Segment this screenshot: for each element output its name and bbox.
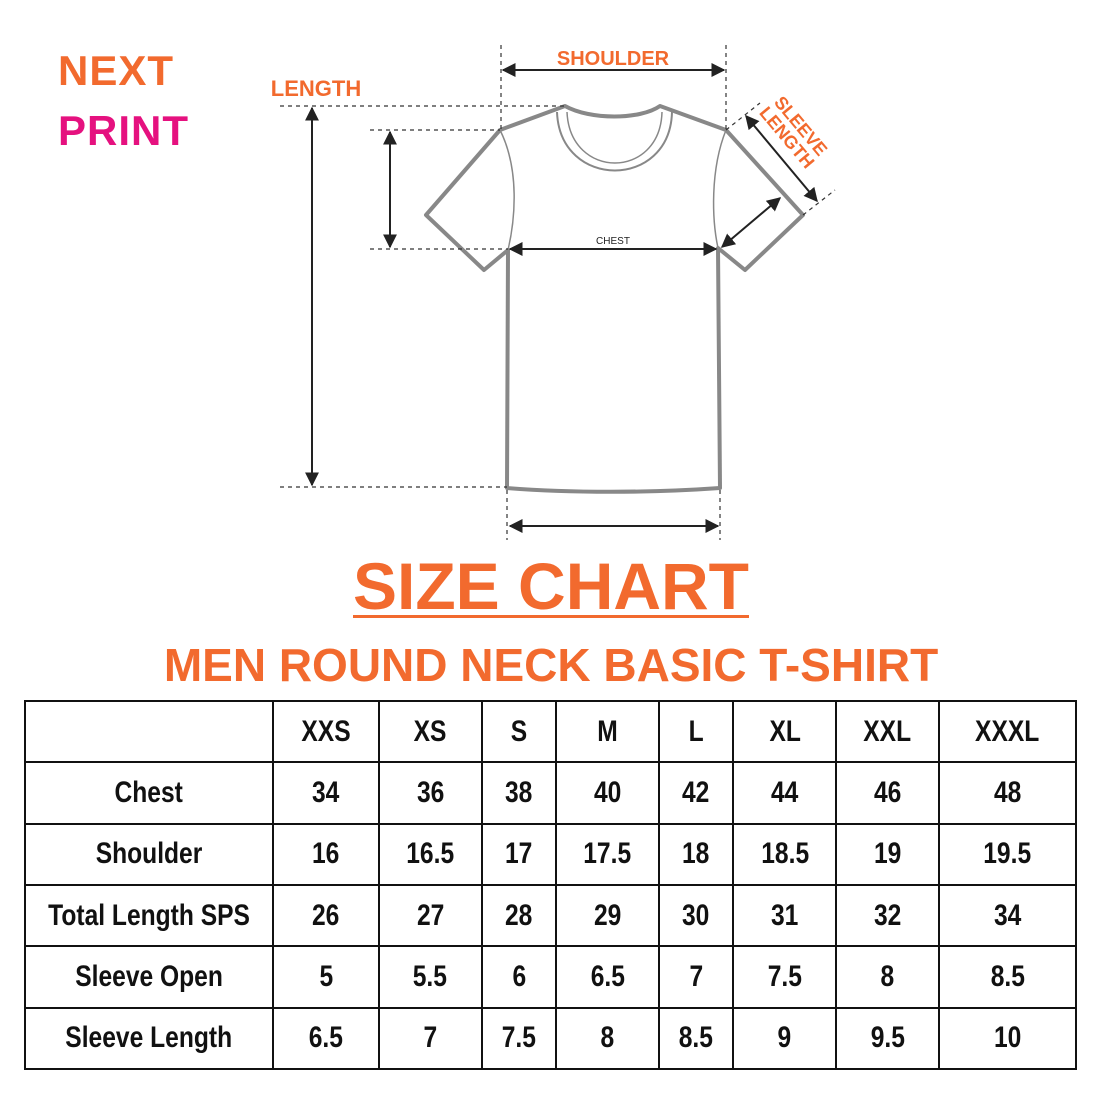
row-label-cell: Chest (23, 761, 275, 825)
value-cell: 10 (938, 1006, 1077, 1071)
value-cell: 7 (377, 1006, 483, 1071)
chest-label: CHEST (596, 236, 630, 247)
value-cell: 29 (555, 883, 660, 948)
logo-line-1: NEXT (58, 47, 175, 94)
value-cell: 7 (657, 945, 735, 1009)
header-cell: XXL (835, 699, 941, 764)
header-cell (23, 699, 275, 764)
value-cell: 40 (555, 761, 660, 825)
header-cell: L (657, 699, 735, 764)
value-cell: 8 (835, 945, 941, 1009)
table-row: Sleeve Open 5 5.5 6 6.5 7 7.5 8 8.5 (23, 945, 1077, 1009)
tshirt-diagram: SHOULDER LENGTH CHEST SLEEVELENGTH (271, 45, 836, 540)
value-cell: 5.5 (377, 945, 483, 1009)
table-row: Chest 34 36 38 40 42 44 46 48 (23, 761, 1077, 825)
row-label-cell: Sleeve Open (23, 945, 275, 1009)
value-cell: 5 (272, 945, 380, 1009)
value-cell: 26 (272, 883, 380, 948)
value-cell: 32 (835, 883, 941, 948)
value-cell: 30 (657, 883, 735, 948)
value-cell: 8 (555, 1006, 660, 1071)
value-cell: 7.5 (732, 945, 838, 1009)
value-cell: 7.5 (480, 1006, 558, 1071)
value-cell: 42 (657, 761, 735, 825)
row-label-cell: Sleeve Length (23, 1006, 275, 1071)
value-cell: 34 (938, 883, 1077, 948)
table-row: Sleeve Length 6.5 7 7.5 8 8.5 9 9.5 10 (23, 1006, 1077, 1071)
value-cell: 6.5 (272, 1006, 380, 1071)
value-cell: 6 (480, 945, 558, 1009)
value-cell: 19 (835, 822, 941, 886)
value-cell: 16 (272, 822, 380, 886)
value-cell: 9.5 (835, 1006, 941, 1071)
length-label: LENGTH (271, 76, 361, 101)
size-table: XXS XS S M L XL XXL XXXL Chest 34 36 38 40 42… (23, 699, 1077, 1071)
logo: NEXT PRINT (58, 50, 189, 152)
table-row: Shoulder 16 16.5 17 17.5 18 18.5 19 19.5 (23, 822, 1077, 886)
sleeve-length-arrow (745, 114, 818, 203)
value-cell: 48 (938, 761, 1077, 825)
header-cell: XS (377, 699, 483, 764)
page-subtitle: MEN ROUND NECK BASIC T-SHIRT (163, 639, 939, 691)
value-cell: 19.5 (938, 822, 1077, 886)
logo-line-2: PRINT (58, 107, 189, 154)
value-cell: 31 (732, 883, 838, 948)
value-cell: 8.5 (657, 1006, 735, 1071)
header-cell: S (480, 699, 558, 764)
value-cell: 6.5 (555, 945, 660, 1009)
sleeve-length-label: SLEEVELENGTH (755, 91, 832, 172)
value-cell: 17 (480, 822, 558, 886)
value-cell: 28 (480, 883, 558, 948)
value-cell: 18.5 (732, 822, 838, 886)
row-label-cell: Total Length SPS (23, 883, 275, 948)
value-cell: 38 (480, 761, 558, 825)
row-label-cell: Shoulder (23, 822, 275, 886)
table-header-row: XXS XS S M L XL XXL XXXL (23, 699, 1077, 764)
sleeve-open-arrow (720, 197, 782, 248)
header-cell: M (555, 699, 660, 764)
table-row: Total Length SPS 26 27 28 29 30 31 32 34 (23, 883, 1077, 948)
value-cell: 9 (732, 1006, 838, 1071)
value-cell: 46 (835, 761, 941, 825)
shoulder-label: SHOULDER (557, 48, 670, 70)
header-cell: XL (732, 699, 838, 764)
value-cell: 16.5 (377, 822, 483, 886)
page-title: SIZE CHART (0, 548, 1102, 624)
header-cell: XXXL (938, 699, 1077, 764)
value-cell: 8.5 (938, 945, 1077, 1009)
page-title-text: SIZE CHART (353, 549, 749, 623)
tshirt-outline (424, 104, 805, 494)
value-cell: 34 (272, 761, 380, 825)
header-cell: XXS (272, 699, 380, 764)
value-cell: 27 (377, 883, 483, 948)
value-cell: 36 (377, 761, 483, 825)
value-cell: 18 (657, 822, 735, 886)
value-cell: 17.5 (555, 822, 660, 886)
value-cell: 44 (732, 761, 838, 825)
